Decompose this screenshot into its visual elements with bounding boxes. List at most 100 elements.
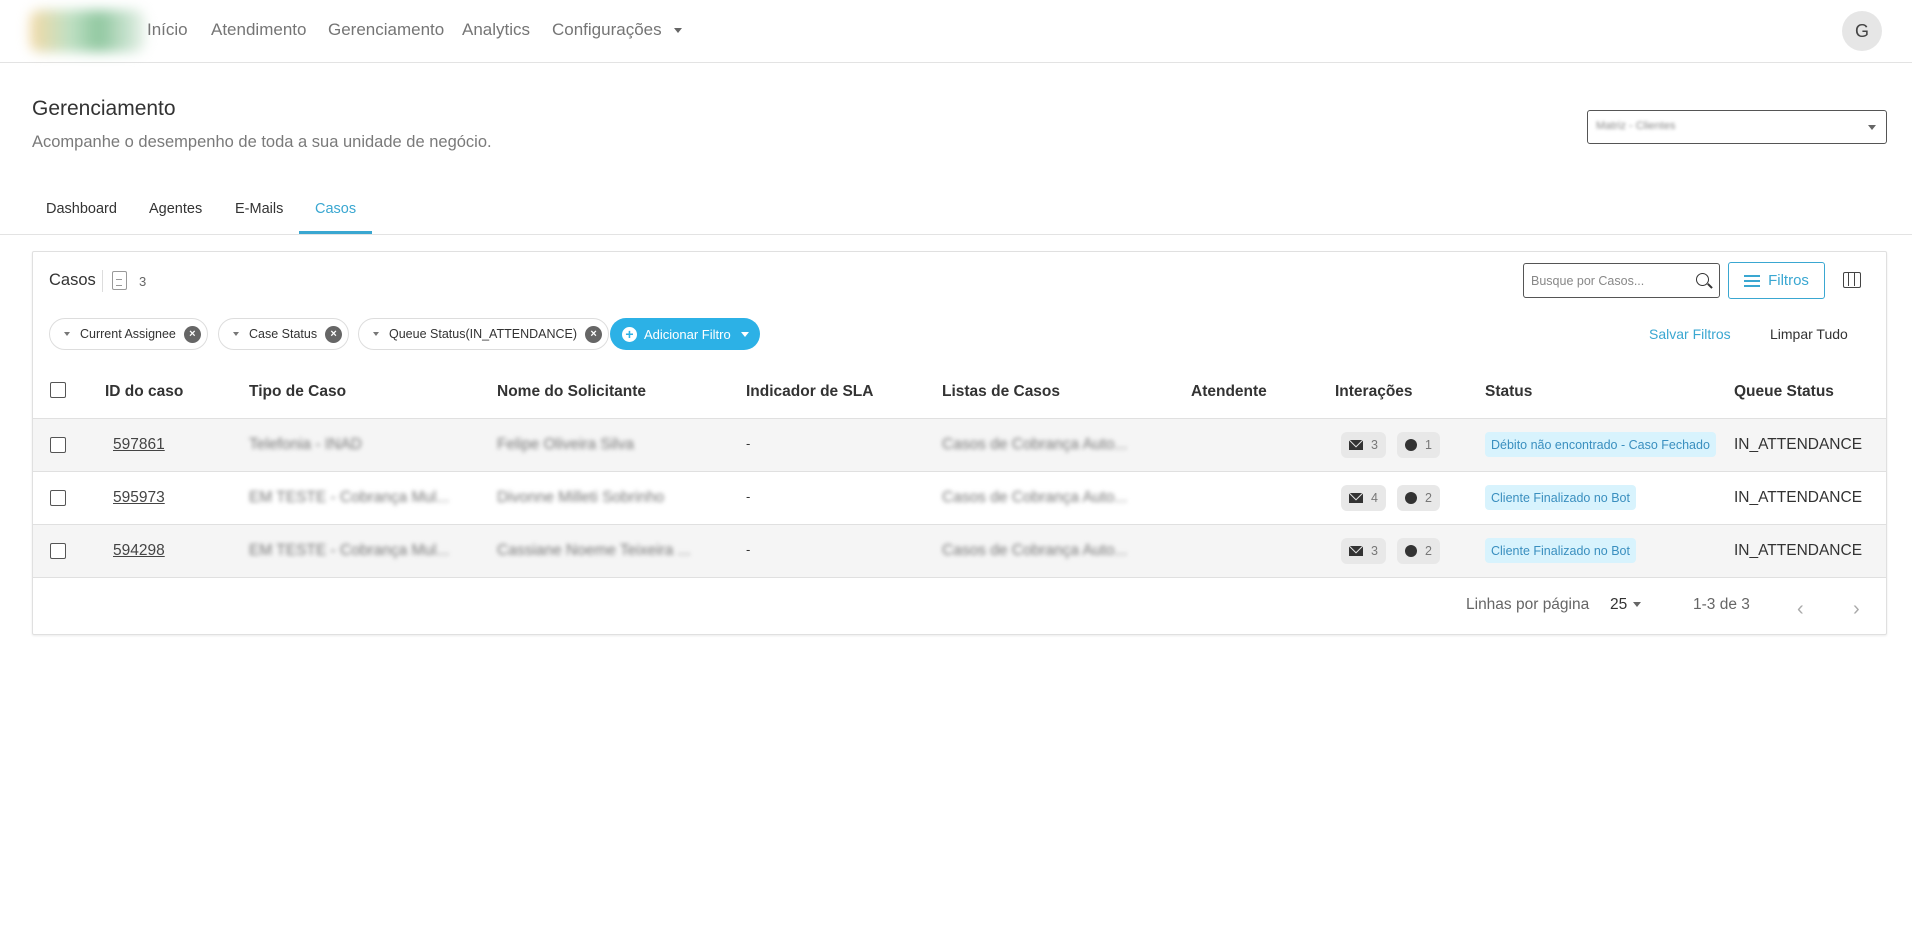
table-row[interactable]: 594298 EM TESTE - Cobrança Mul... Cassia… [33, 525, 1886, 578]
col-interacoes[interactable]: Interações [1335, 383, 1413, 400]
nav-configuracoes-label: Configurações [552, 20, 662, 39]
col-atendente[interactable]: Atendente [1191, 383, 1267, 400]
tab-agentes[interactable]: Agentes [149, 201, 203, 217]
company-logo[interactable] [30, 10, 145, 52]
nav-configuracoes[interactable]: Configurações [552, 20, 682, 40]
table-header: ID do caso Tipo de Caso Nome do Solicita… [33, 362, 1886, 419]
requester-name: Divonne Milleti Sobrinho [497, 489, 665, 506]
table-row[interactable]: 595973 EM TESTE - Cobrança Mul... Divonn… [33, 472, 1886, 525]
tab-casos[interactable]: Casos [315, 201, 357, 217]
close-icon[interactable]: × [325, 325, 343, 343]
save-filters-button[interactable]: Salvar Filtros [1649, 326, 1731, 342]
case-type: EM TESTE - Cobrança Mul... [249, 489, 450, 506]
filters-label: Filtros [1768, 272, 1809, 289]
requester-name: Felipe Oliveira Silva [497, 436, 634, 453]
add-filter-label: Adicionar Filtro [644, 326, 731, 342]
whatsapp-icon [1405, 492, 1417, 504]
search-icon[interactable] [1696, 273, 1709, 286]
case-list: Casos de Cobrança Auto... [942, 489, 1128, 506]
chip-label: Case Status [249, 327, 318, 341]
mail-icon [1349, 493, 1363, 503]
email-count: 3 [1371, 544, 1378, 558]
chevron-down-icon [233, 332, 239, 336]
email-interactions: 3 [1341, 538, 1386, 564]
filter-chip-queue-status[interactable]: Queue Status(IN_ATTENDANCE) × [358, 318, 610, 350]
mail-icon [1349, 440, 1363, 450]
nav-atendimento[interactable]: Atendimento [211, 20, 307, 39]
row-checkbox[interactable] [50, 490, 66, 506]
email-count: 4 [1371, 491, 1378, 505]
tab-dashboard[interactable]: Dashboard [46, 201, 117, 217]
case-id-link[interactable]: 595973 [113, 489, 165, 506]
page-subtitle: Acompanhe o desempenho de toda a sua uni… [32, 133, 492, 151]
queue-status: IN_ATTENDANCE [1734, 489, 1863, 506]
plus-icon: + [622, 326, 637, 342]
close-icon[interactable]: × [585, 325, 603, 343]
case-type: EM TESTE - Cobrança Mul... [249, 542, 450, 559]
chevron-down-icon [64, 332, 70, 336]
select-all-checkbox[interactable] [50, 382, 66, 398]
user-avatar[interactable]: G [1842, 11, 1882, 51]
nav-gerenciamento[interactable]: Gerenciamento [328, 20, 445, 39]
rows-per-page-label: Linhas por página [1466, 596, 1590, 613]
chevron-down-icon [373, 332, 379, 336]
columns-icon[interactable] [1843, 272, 1861, 288]
business-unit-select[interactable]: Matriz - Clientes [1587, 110, 1887, 144]
mail-icon [1349, 546, 1363, 556]
chevron-right-icon[interactable]: › [1853, 598, 1860, 620]
whatsapp-interactions: 1 [1397, 432, 1440, 458]
chevron-down-icon [1633, 602, 1642, 608]
col-tipo[interactable]: Tipo de Caso [249, 383, 347, 400]
sla-indicator: - [746, 436, 751, 451]
close-icon[interactable]: × [183, 325, 201, 343]
whatsapp-count: 2 [1425, 491, 1432, 505]
cases-count: 3 [139, 274, 147, 289]
whatsapp-icon [1405, 439, 1417, 451]
add-filter-button[interactable]: + Adicionar Filtro [610, 318, 760, 350]
chevron-down-icon [673, 28, 682, 34]
whatsapp-count: 2 [1425, 544, 1432, 558]
status-badge: Cliente Finalizado no Bot [1485, 538, 1636, 563]
nav-inicio[interactable]: Início [147, 20, 188, 39]
email-interactions: 3 [1341, 432, 1386, 458]
filter-chip-case-status[interactable]: Case Status × [218, 318, 350, 350]
row-checkbox[interactable] [50, 543, 66, 559]
search-input[interactable]: Busque por Casos... [1523, 263, 1720, 298]
clear-all-button[interactable]: Limpar Tudo [1770, 326, 1848, 342]
col-sla[interactable]: Indicador de SLA [746, 383, 874, 400]
cases-card [32, 251, 1887, 635]
table-row[interactable]: 597861 Telefonia - INAD Felipe Oliveira … [33, 419, 1886, 472]
filters-button[interactable]: Filtros [1728, 262, 1825, 299]
col-nome[interactable]: Nome do Solicitante [497, 383, 646, 400]
case-list: Casos de Cobrança Auto... [942, 542, 1128, 559]
chevron-down-icon [740, 331, 749, 337]
queue-status: IN_ATTENDANCE [1734, 436, 1863, 453]
sliders-icon [1744, 274, 1761, 287]
rows-per-page-select[interactable]: 25 [1610, 596, 1642, 614]
col-id[interactable]: ID do caso [105, 383, 184, 400]
col-status[interactable]: Status [1485, 383, 1533, 400]
tab-emails[interactable]: E-Mails [235, 201, 284, 217]
filter-chip-current-assignee[interactable]: Current Assignee × [49, 318, 208, 350]
search-placeholder: Busque por Casos... [1531, 274, 1645, 288]
sla-indicator: - [746, 489, 751, 504]
chip-label: Current Assignee [80, 327, 176, 341]
email-count: 3 [1371, 438, 1378, 452]
nav-analytics[interactable]: Analytics [462, 20, 531, 39]
case-id-link[interactable]: 594298 [113, 542, 165, 559]
col-queue-status[interactable]: Queue Status [1734, 383, 1834, 400]
queue-status: IN_ATTENDANCE [1734, 542, 1863, 559]
case-id-link[interactable]: 597861 [113, 436, 165, 453]
whatsapp-interactions: 2 [1397, 538, 1440, 564]
chevron-left-icon[interactable]: ‹ [1797, 598, 1804, 620]
active-tab-indicator [299, 231, 372, 234]
document-icon [112, 271, 127, 290]
status-badge: Débito não encontrado - Caso Fechado [1485, 432, 1716, 457]
cases-title: Casos [49, 271, 96, 289]
row-checkbox[interactable] [50, 437, 66, 453]
sla-indicator: - [746, 542, 751, 557]
page-range: 1-3 de 3 [1693, 596, 1750, 613]
col-listas[interactable]: Listas de Casos [942, 383, 1061, 400]
business-unit-value: Matriz - Clientes [1596, 120, 1676, 132]
whatsapp-count: 1 [1425, 438, 1432, 452]
